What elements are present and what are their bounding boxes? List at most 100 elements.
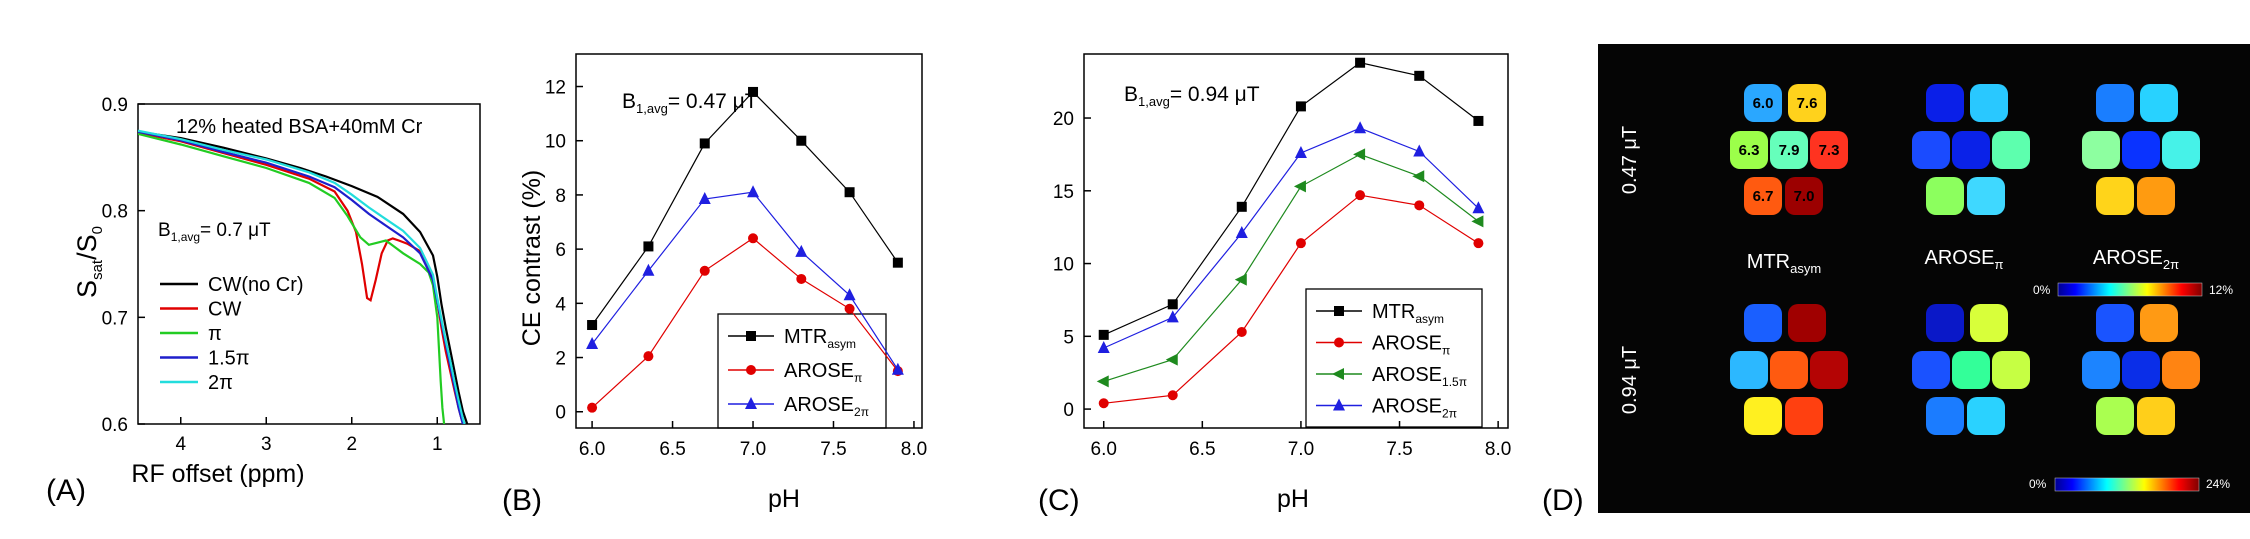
- panel-c-series-1-point-1: [1167, 390, 1178, 401]
- panel-a-xtick-label-2: 2: [346, 434, 357, 455]
- map-1-vial-3: [1952, 131, 1990, 169]
- map-3-vial-6: [1785, 397, 1823, 435]
- panel-c-ytick-label-2: 10: [1053, 255, 1074, 276]
- panel-c-series-0-point-0: [1098, 329, 1109, 340]
- panel-c-series-2-point-6: [1471, 215, 1484, 228]
- map-4-vial-1: [1970, 304, 2008, 342]
- panel-b-series-0-point-6: [892, 257, 903, 268]
- panel-c-ytick-label-1: 5: [1063, 327, 1074, 348]
- panel-a-legend-label-4: 2π: [208, 372, 233, 394]
- panel-c-series-1-point-3: [1295, 238, 1306, 249]
- panel-c-series-0-point-5: [1414, 70, 1425, 81]
- panel-b-ytick-label-1: 2: [555, 349, 566, 370]
- map-0-vial-3: [1770, 131, 1808, 169]
- row-label-047: 0.47 μT: [1619, 126, 1641, 194]
- panel-label-d: (D): [1542, 484, 1584, 517]
- panel-a-xtick-label-1: 3: [261, 434, 272, 455]
- panel-c-ytick-label-0: 0: [1063, 400, 1074, 421]
- panel-b-xtick-label-1: 6.5: [659, 439, 685, 460]
- colorbar-1-max: 12%: [2209, 283, 2233, 297]
- panel-label-a: (A): [46, 474, 86, 507]
- colorbar-2-max: 24%: [2206, 477, 2230, 491]
- panel-c-series-1-point-5: [1414, 200, 1425, 211]
- panel-b-ytick-label-6: 12: [545, 78, 566, 99]
- map-3-vial-3: [1770, 351, 1808, 389]
- panel-a-xlabel: RF offset (ppm): [131, 460, 304, 488]
- panel-b-ytick-label-4: 8: [555, 186, 566, 207]
- panel-a-ytick-label-2: 0.8: [102, 202, 128, 223]
- panel-b-xtick-label-2: 7.0: [740, 439, 766, 460]
- panel-b-legend-label-0: MTRasym: [784, 326, 856, 351]
- panel-d-background: [1598, 44, 2250, 513]
- panel-b-series-0-point-5: [844, 187, 855, 198]
- panel-b-legend-marker-2: [745, 397, 757, 409]
- map-0-vial-4: [1810, 131, 1848, 169]
- panel-c-series-2-point-4: [1353, 148, 1366, 161]
- column-label-arose-2pi: AROSE2π: [2093, 247, 2179, 272]
- colorbar-1-min: 0%: [2033, 283, 2051, 297]
- map-1-vial-4: [1992, 131, 2030, 169]
- panel-c-legend-marker-1: [1334, 337, 1344, 348]
- map-3-vial-5: [1744, 397, 1782, 435]
- panel-c-legend-label-2: AROSE1.5π: [1372, 364, 1467, 389]
- vial-label-0: 6.0: [1753, 95, 1774, 112]
- panel-c-series-2-point-1: [1165, 353, 1178, 366]
- panel-b-series-1-point-0: [587, 402, 598, 413]
- map-2-vial-2: [2082, 131, 2120, 169]
- panel-a-series-4: [138, 129, 466, 424]
- map-5-vial-1: [2140, 304, 2178, 342]
- map-2-vial-6: [2137, 177, 2175, 215]
- map-1-vial-2: [1912, 131, 1950, 169]
- panel-a-legend-label-1: CW: [208, 299, 241, 321]
- panel-c-xlabel: pH: [1277, 485, 1309, 513]
- panel-a-title: 12% heated BSA+40mM Cr: [176, 116, 423, 138]
- panel-c-series-2-point-5: [1412, 170, 1425, 183]
- panel-b-series-2-point-2: [698, 191, 711, 204]
- map-0-vial-1: [1788, 84, 1826, 122]
- map-2-vial-3: [2122, 131, 2160, 169]
- panel-c-legend-marker-3: [1333, 398, 1345, 411]
- panel-c-series-2-point-0: [1096, 375, 1109, 388]
- panel-b-axes-frame: [575, 53, 923, 429]
- panel-c: B1,avg= 0.94 μT pH MTRasym AROSEπ AROSE1.5…: [1053, 53, 1511, 513]
- panel-b-series-2-point-6: [891, 362, 904, 375]
- map-0-vial-2: [1730, 131, 1768, 169]
- map-5-vial-2: [2082, 351, 2120, 389]
- panel-b-series-2-point-3: [747, 185, 760, 198]
- vial-label-4: 7.3: [1819, 142, 1840, 159]
- map-0-vial-0: [1744, 84, 1782, 122]
- panel-c-xtick-label-0: 6.0: [1091, 439, 1117, 460]
- map-2-vial-1: [2140, 84, 2178, 122]
- panel-b-xtick-label-0: 6.0: [579, 439, 605, 460]
- map-4-vial-0: [1926, 304, 1964, 342]
- panel-c-series-1-point-2: [1236, 326, 1247, 337]
- panel-a-ylabel: Ssat/S0: [72, 226, 106, 298]
- panel-a-series-1: [138, 131, 464, 424]
- panel-b-series-0-point-3: [748, 86, 759, 97]
- panel-c-legend: MTRasym AROSEπ AROSE1.5π AROSE2π: [1305, 288, 1483, 428]
- panel-c-series-3-point-1: [1166, 310, 1179, 323]
- panel-d: 0.47 μT 0.94 μT MTRasym AROSEπ AROSE2π 6…: [1598, 44, 2250, 513]
- panel-c-series-3-point-5: [1413, 144, 1426, 157]
- panel-c-series-1-point-4: [1355, 190, 1366, 201]
- panel-label-b: (B): [502, 484, 542, 517]
- map-1-vial-5: [1926, 177, 1964, 215]
- panel-c-legend-label-1: AROSEπ: [1372, 333, 1450, 358]
- panel-b-series-1-point-5: [844, 303, 855, 314]
- panel-c-ytick-label-4: 20: [1053, 109, 1074, 130]
- phantom-maps: 6.0 7.6 6.3 7.9 7.3 6.7 7.0: [1730, 84, 2200, 435]
- panel-c-legend-marker-2: [1332, 368, 1344, 380]
- panel-c-xtick-label-4: 8.0: [1485, 439, 1511, 460]
- panel-a-xtick-label-0: 4: [175, 434, 186, 455]
- panel-c-series-3-point-4: [1354, 121, 1367, 134]
- panel-c-legend-label-3: AROSE2π: [1372, 396, 1457, 421]
- panel-c-series-2-point-3: [1293, 180, 1306, 193]
- panel-a-legend-label-0: CW(no Cr): [208, 274, 304, 296]
- panel-a-axes-frame: [137, 103, 481, 425]
- vial-label-6: 7.0: [1794, 188, 1815, 205]
- panel-b-annotation: B1,avg= 0.47 μT: [622, 90, 758, 116]
- panel-b-series-2-point-0: [586, 336, 599, 349]
- colorbar-1: 0% 12%: [2033, 282, 2233, 297]
- map-2-vial-4: [2162, 131, 2200, 169]
- map-5-vial-3: [2122, 351, 2160, 389]
